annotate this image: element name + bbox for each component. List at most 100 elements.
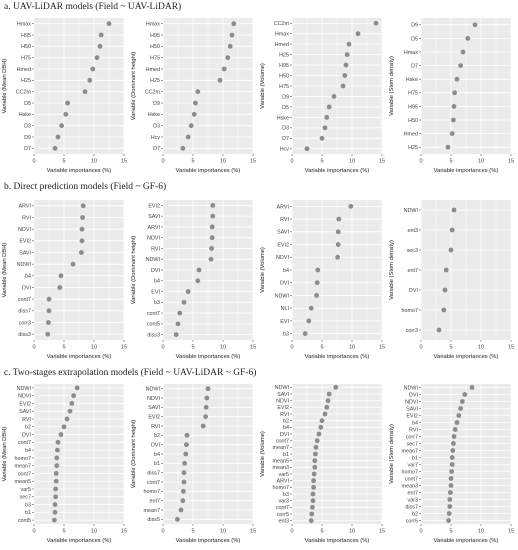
category-label: SAVI [19,409,31,415]
category-label: DVI [151,268,160,274]
category-label: D3 [153,124,160,130]
x-tick-label: 5 [62,345,65,351]
importance-point [458,406,463,411]
x-tick-label: 15 [379,529,385,535]
category-label: EVI2 [148,203,160,209]
category-label: homo7 [15,456,31,462]
category-label: D5 [282,105,289,111]
importance-point [451,117,456,123]
category-label: diss3 [18,332,31,338]
y-axis-label: Variable (Dominant height) [131,236,137,305]
x-tick-label: 0 [290,345,293,351]
category-label: EVI2 [148,415,160,421]
x-tick-label: 5 [449,345,452,351]
category-label: Hske [406,77,418,83]
category-label: H95 [408,104,418,110]
category-label: NDWI [17,262,31,268]
importance-point [448,490,453,495]
category-label: H75 [21,56,31,62]
x-tick-label: 5 [449,529,452,535]
category-label: H95 [279,63,289,69]
x-tick-label: 0 [161,345,164,351]
importance-point [442,287,448,293]
category-label: homo7 [273,485,289,491]
category-label: ARVI [19,204,31,210]
importance-point [304,146,310,152]
category-label: b4 [283,268,289,274]
category-label: NDWI [404,208,418,214]
category-label: D9 [24,135,31,141]
importance-point [310,491,316,497]
importance-point [217,77,223,83]
category-label: H25 [408,145,418,151]
category-label: b1 [154,461,160,467]
importance-point [221,66,227,72]
x-tick-label: 10 [91,159,97,165]
category-label: b1 [25,510,31,516]
importance-point [53,494,58,500]
category-label: diss3 [147,333,160,339]
importance-point [193,100,198,106]
importance-point [472,22,478,28]
category-label: NDWI [404,385,418,391]
category-label: diss7 [405,504,418,510]
importance-point [460,49,466,55]
category-label: ent7 [408,268,419,274]
category-label: D9 [282,94,289,100]
x-tick-label: 0 [161,529,164,535]
importance-point [210,202,216,208]
category-label: H95 [150,33,160,39]
x-axis-label: Variable importances (%) [176,354,241,360]
importance-point [456,413,462,418]
category-label: Hmed [146,67,160,73]
category-label: NLI [281,306,289,312]
importance-point [69,401,75,406]
importance-point [227,43,233,49]
importance-point [210,213,216,219]
x-tick-label: 5 [62,159,65,165]
category-label: NDWI [146,387,160,393]
category-label: H50 [408,118,418,124]
x-tick-label: 0 [419,529,422,535]
importance-point [98,32,104,38]
importance-point [306,318,312,324]
x-axis-label: Variable importances (%) [434,354,499,360]
category-label: EVI2 [406,413,418,419]
x-axis-label: Variable importances (%) [434,168,499,174]
importance-chart-0: 0 5 10 15 Hmax H95 H50 H75 Hmed H25 CC2m D5 Hske D3 D9… [2,18,127,174]
importance-point [61,424,67,430]
importance-point [450,448,456,453]
x-axis-label: Variable importances (%) [305,168,370,174]
x-axis-label: Variable importances (%) [305,538,370,544]
category-label: b4 [25,274,31,280]
y-axis-label: Variable (Volume) [260,63,266,109]
x-tick-label: 10 [91,529,97,535]
importance-point [208,256,214,262]
importance-point [340,83,346,89]
importance-point [46,296,52,302]
importance-point [200,423,206,429]
importance-point [344,52,350,58]
importance-point [79,250,84,255]
importance-point [90,66,96,72]
importance-point [451,207,457,213]
importance-point [454,76,460,82]
importance-point [204,395,210,401]
importance-chart-7: 0 5 10 15 NDWI ent3 sec3 ent7 DVI homo7 corr3 Varia… [389,200,514,360]
importance-chart-5: 0 5 10 15 EVI2 SAVI ARVI NDVI RVI NDWI DVI b4 EVI b3 c… [131,200,256,360]
x-tick-label: 15 [250,345,256,351]
importance-point [311,484,316,490]
category-label: var5 [279,472,290,478]
x-tick-label: 0 [32,159,35,165]
category-label: D3 [282,126,289,132]
importance-point [326,104,332,110]
importance-point [80,215,85,220]
importance-point [55,439,61,445]
category-label: DVI [280,432,289,438]
category-label: diss7 [147,471,160,477]
category-label: H25 [150,78,160,84]
importance-point [342,73,348,78]
importance-point [181,488,186,494]
category-label: ARVI [277,204,289,210]
